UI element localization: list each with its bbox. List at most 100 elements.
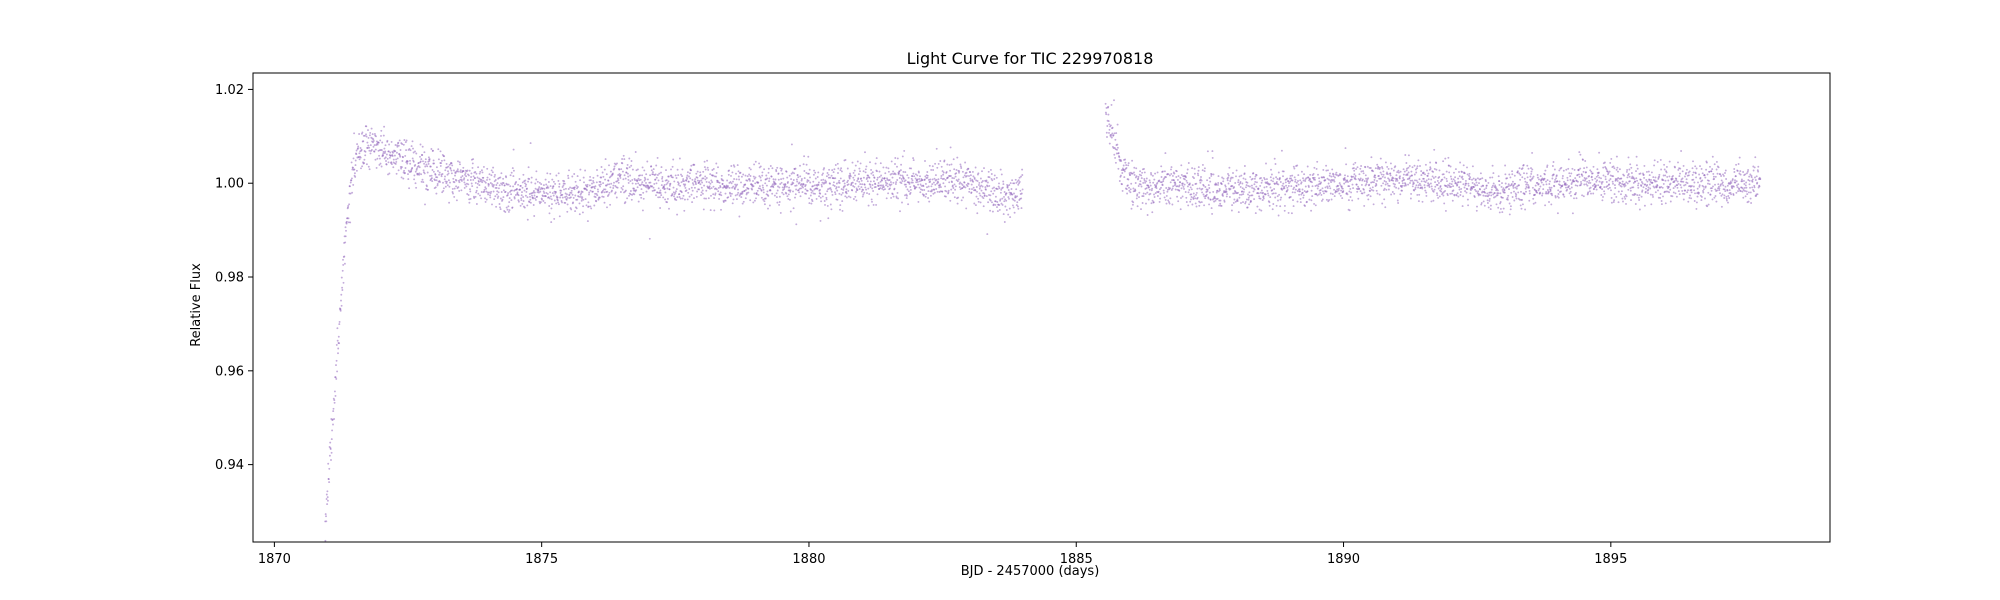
data-point xyxy=(372,138,375,141)
data-point xyxy=(975,186,978,188)
data-point xyxy=(587,205,590,208)
data-point xyxy=(395,151,398,154)
data-point xyxy=(939,190,942,193)
data-point xyxy=(464,173,466,176)
data-point xyxy=(458,189,461,192)
data-point xyxy=(1440,187,1443,190)
data-point xyxy=(1581,158,1584,161)
data-point xyxy=(1637,186,1640,189)
data-point xyxy=(1210,207,1213,210)
data-point xyxy=(1531,151,1534,154)
data-point xyxy=(1508,202,1511,205)
data-point xyxy=(468,169,471,172)
data-point xyxy=(1326,185,1329,188)
data-point xyxy=(349,181,352,184)
data-point xyxy=(960,167,963,169)
data-point xyxy=(744,183,747,186)
data-point xyxy=(384,150,387,153)
data-point xyxy=(349,192,352,195)
data-point xyxy=(397,169,400,172)
data-point xyxy=(1001,203,1004,206)
data-point xyxy=(1203,204,1206,207)
data-point xyxy=(1446,186,1449,189)
data-point xyxy=(1644,183,1647,186)
data-point xyxy=(981,170,983,173)
data-point xyxy=(427,156,430,159)
data-point xyxy=(870,172,873,175)
data-point xyxy=(1564,182,1567,185)
data-point xyxy=(1170,168,1172,171)
data-point xyxy=(1679,172,1681,175)
data-point xyxy=(432,170,435,173)
data-point xyxy=(855,190,858,193)
data-point xyxy=(954,188,957,191)
data-point xyxy=(1497,192,1500,195)
data-point xyxy=(1695,167,1698,170)
data-point xyxy=(812,180,815,183)
data-point xyxy=(812,173,815,176)
data-point xyxy=(890,160,893,163)
data-point xyxy=(968,188,971,190)
data-point xyxy=(539,190,542,193)
data-point xyxy=(335,377,338,380)
data-point xyxy=(1658,173,1661,176)
data-point xyxy=(1275,204,1278,207)
data-point xyxy=(645,190,648,193)
data-point xyxy=(1548,201,1550,203)
data-point xyxy=(466,179,469,182)
data-point xyxy=(1170,166,1173,169)
data-point xyxy=(574,194,577,197)
data-point xyxy=(551,203,553,206)
data-point xyxy=(709,173,712,176)
data-point xyxy=(1142,181,1145,184)
data-point xyxy=(672,158,675,161)
data-point xyxy=(1209,180,1212,183)
data-point xyxy=(1679,167,1682,170)
data-point xyxy=(1235,175,1237,178)
data-point xyxy=(545,183,548,186)
data-point xyxy=(483,180,486,183)
data-point xyxy=(1160,165,1163,168)
data-point xyxy=(821,195,824,198)
data-point xyxy=(414,170,417,173)
data-point xyxy=(1569,175,1572,178)
data-point xyxy=(779,183,782,185)
data-point xyxy=(1566,176,1569,179)
data-point xyxy=(686,177,689,180)
data-point xyxy=(1241,182,1244,185)
data-point xyxy=(1582,195,1585,198)
data-point xyxy=(1117,167,1120,170)
data-point xyxy=(998,187,1001,190)
data-point xyxy=(531,194,533,197)
data-point xyxy=(1211,150,1214,153)
data-point xyxy=(906,188,909,191)
data-point xyxy=(395,160,398,163)
data-point xyxy=(711,169,714,171)
data-point xyxy=(1600,182,1603,185)
data-point xyxy=(1262,197,1265,200)
data-point xyxy=(1759,178,1762,180)
data-point xyxy=(584,169,587,172)
data-point xyxy=(1478,182,1480,185)
data-point xyxy=(799,164,801,167)
data-point xyxy=(586,185,589,188)
data-point xyxy=(1709,193,1712,196)
data-point xyxy=(1012,198,1015,201)
data-point xyxy=(1732,185,1735,188)
data-point xyxy=(1140,185,1143,188)
data-point xyxy=(1121,189,1124,192)
data-point xyxy=(1287,185,1290,187)
data-point xyxy=(1186,172,1189,175)
data-point xyxy=(643,169,646,172)
data-point xyxy=(963,174,966,177)
data-point xyxy=(1133,173,1136,176)
data-point xyxy=(1510,191,1513,194)
data-point xyxy=(700,179,703,182)
data-point xyxy=(1198,187,1201,190)
data-point xyxy=(631,193,634,196)
data-point xyxy=(1350,191,1353,194)
data-point xyxy=(624,189,627,192)
data-point xyxy=(1623,195,1626,198)
data-point xyxy=(1612,175,1615,178)
data-point xyxy=(1556,180,1559,183)
